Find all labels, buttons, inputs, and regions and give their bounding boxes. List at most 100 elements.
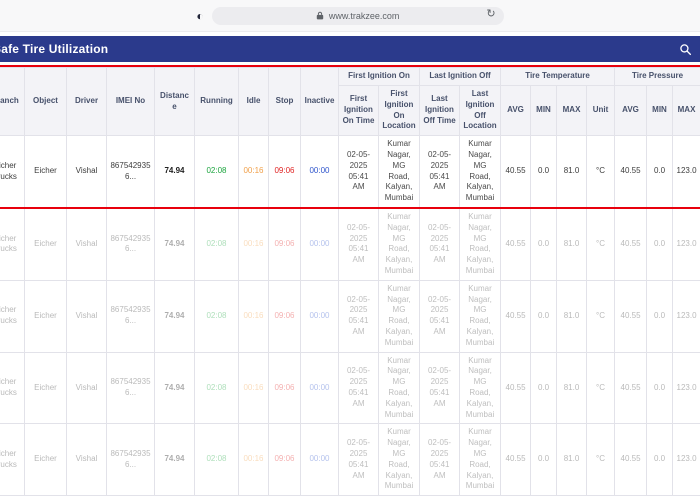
column-header-driver: Driver	[66, 66, 107, 137]
group-header-tire-pressure: Tire Pressure	[614, 67, 700, 86]
cell-pressure-max: 123.0	[672, 423, 700, 497]
search-icon[interactable]	[679, 43, 692, 56]
table-row: Eicher TrucksEicherVishal8675429356...74…	[0, 351, 700, 425]
cell-stop: 09:06	[268, 207, 301, 281]
column-header-idle: Idle	[238, 66, 269, 137]
cell-distance: 74.94	[154, 351, 195, 425]
cell-last-ignition-off-location: Kumar Nagar, MG Road, Kalyan, Mumbai	[458, 351, 502, 425]
column-header-tire-pressure-min: MIN	[646, 84, 674, 137]
cell-pressure-max: 123.0	[672, 279, 700, 353]
cell-pressure-max: 123.0	[672, 135, 700, 209]
browser-toolbar: ◐ www.trakzee.com ↻	[0, 0, 700, 32]
column-header-stop: Stop	[268, 66, 301, 137]
cell-first-ignition-on-location: Kumar Nagar, MG Road, Kalyan, Mumbai	[378, 279, 420, 353]
column-header-tire-temperature-min: MIN	[530, 84, 558, 137]
cell-temp-avg: 40.55	[500, 135, 532, 209]
cell-temp-avg: 40.55	[500, 279, 532, 353]
cell-object: Eicher	[24, 279, 67, 353]
refresh-icon[interactable]: ↻	[486, 7, 496, 20]
cell-idle: 00:16	[238, 207, 269, 281]
cell-branch: Eicher Trucks	[0, 351, 25, 425]
column-header-inactive: Inactive	[300, 66, 339, 137]
cell-temp-avg: 40.55	[500, 207, 532, 281]
address-bar[interactable]: www.trakzee.com ↻	[211, 6, 504, 25]
cell-first-ignition-on-time: 02-05-2025 05:41 AM	[338, 279, 379, 353]
cell-last-ignition-off-time: 02-05-2025 05:41 AM	[419, 351, 460, 425]
cell-running: 02:08	[194, 423, 239, 497]
cell-stop: 09:06	[268, 351, 301, 425]
cell-running: 02:08	[194, 207, 239, 281]
cell-idle: 00:16	[238, 279, 269, 353]
cell-running: 02:08	[194, 279, 239, 353]
cell-object: Eicher	[24, 423, 67, 497]
cell-driver: Vishal	[66, 279, 107, 353]
cell-last-ignition-off-location: Kumar Nagar, MG Road, Kalyan, Mumbai	[458, 135, 502, 209]
cell-last-ignition-off-location: Kumar Nagar, MG Road, Kalyan, Mumbai	[458, 207, 502, 281]
cell-branch: Eicher Trucks	[0, 423, 25, 497]
page-title: Safe Tire Utilization	[0, 42, 109, 56]
cell-pressure-min: 0.0	[646, 279, 674, 353]
column-header-tire-temperature-avg: AVG	[500, 84, 532, 137]
column-header-tire-temperature-unit: Unit	[586, 84, 616, 137]
cell-pressure-min: 0.0	[646, 207, 674, 281]
cell-object: Eicher	[24, 351, 67, 425]
cell-first-ignition-on-time: 02-05-2025 05:41 AM	[338, 135, 379, 209]
cell-imei: 8675429356...	[106, 207, 155, 281]
cell-pressure-min: 0.0	[646, 351, 674, 425]
cell-first-ignition-on-location: Kumar Nagar, MG Road, Kalyan, Mumbai	[378, 135, 420, 209]
cell-stop: 09:06	[268, 135, 301, 209]
cell-temp-unit: °C	[586, 423, 616, 497]
app-window: Safe Tire Utilization BranchObjectDriver…	[0, 36, 700, 497]
header-row-groups: BranchObjectDriverIMEI NoDistanceRunning…	[0, 66, 700, 137]
cell-pressure-avg: 40.55	[614, 207, 648, 281]
cell-imei: 8675429356...	[106, 279, 155, 353]
cell-driver: Vishal	[66, 351, 107, 425]
report-header: Safe Tire Utilization	[0, 36, 700, 62]
cell-last-ignition-off-location: Kumar Nagar, MG Road, Kalyan, Mumbai	[458, 423, 502, 497]
table-header: BranchObjectDriverIMEI NoDistanceRunning…	[0, 66, 700, 137]
cell-temp-min: 0.0	[530, 351, 558, 425]
column-header-branch: Branch	[0, 66, 25, 137]
cell-first-ignition-on-time: 02-05-2025 05:41 AM	[338, 423, 379, 497]
cell-distance: 74.94	[154, 135, 195, 209]
table-row: Eicher TrucksEicherVishal8675429356...74…	[0, 207, 700, 281]
cell-inactive: 00:00	[300, 279, 339, 353]
cell-distance: 74.94	[154, 423, 195, 497]
cell-last-ignition-off-time: 02-05-2025 05:41 AM	[419, 423, 460, 497]
cell-temp-unit: °C	[586, 351, 616, 425]
column-header-first-ignition-on-first-ignition-on-location: First Ignition On Location	[378, 84, 420, 137]
column-header-tire-temperature-max: MAX	[556, 84, 588, 137]
cell-branch: Eicher Trucks	[0, 135, 25, 209]
tire-utilization-table: BranchObjectDriverIMEI NoDistanceRunning…	[0, 66, 700, 497]
group-header-last-ignition-off: Last Ignition Off	[418, 67, 502, 86]
cell-temp-max: 81.0	[556, 351, 588, 425]
cell-temp-max: 81.0	[556, 423, 588, 497]
table-row: Eicher TrucksEicherVishal8675429356...74…	[0, 279, 700, 353]
cell-inactive: 00:00	[300, 423, 339, 497]
header-row-columns: First Ignition On Time First Ignition On …	[0, 84, 700, 137]
address-url: www.trakzee.com	[328, 10, 400, 21]
column-header-running: Running	[194, 66, 239, 137]
cell-imei: 8675429356...	[106, 135, 155, 209]
cell-temp-min: 0.0	[530, 423, 558, 497]
cell-inactive: 00:00	[300, 351, 339, 425]
cell-imei: 8675429356...	[106, 423, 155, 497]
cell-branch: Eicher Trucks	[0, 279, 25, 353]
cell-last-ignition-off-time: 02-05-2025 05:41 AM	[419, 279, 460, 353]
cell-idle: 00:16	[238, 135, 269, 209]
cell-pressure-avg: 40.55	[614, 423, 648, 497]
cell-first-ignition-on-location: Kumar Nagar, MG Road, Kalyan, Mumbai	[378, 423, 420, 497]
cell-first-ignition-on-time: 02-05-2025 05:41 AM	[338, 351, 379, 425]
cell-pressure-avg: 40.55	[614, 351, 648, 425]
cell-object: Eicher	[24, 135, 67, 209]
cell-first-ignition-on-time: 02-05-2025 05:41 AM	[338, 207, 379, 281]
half-moon-icon[interactable]: ◐	[196, 8, 204, 23]
column-header-tire-pressure-avg: AVG	[614, 84, 648, 137]
cell-temp-max: 81.0	[556, 207, 588, 281]
cell-last-ignition-off-time: 02-05-2025 05:41 AM	[419, 207, 460, 281]
cell-stop: 09:06	[268, 423, 301, 497]
cell-distance: 74.94	[154, 279, 195, 353]
cell-pressure-min: 0.0	[646, 135, 674, 209]
cell-last-ignition-off-location: Kumar Nagar, MG Road, Kalyan, Mumbai	[458, 279, 502, 353]
group-header-tire-temperature: Tire Temperature	[500, 67, 616, 86]
